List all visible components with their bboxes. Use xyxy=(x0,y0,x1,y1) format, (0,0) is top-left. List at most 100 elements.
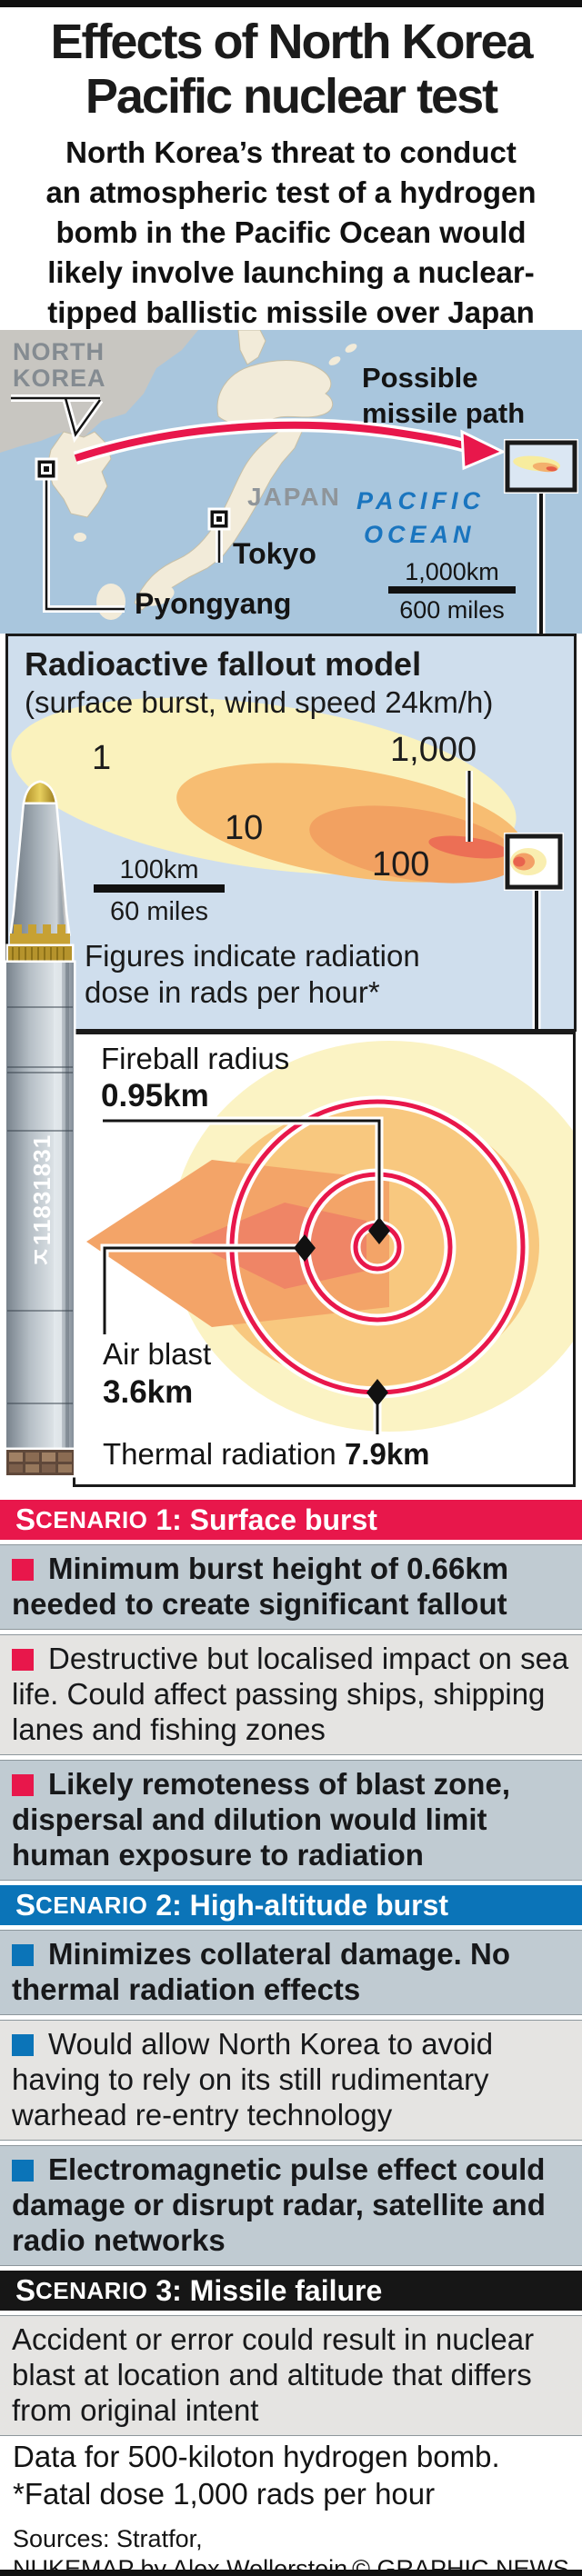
intro-line: tipped ballistic missile over Japan xyxy=(47,295,535,329)
bullet-text: Minimum burst height of 0.66km needed to… xyxy=(12,1552,509,1621)
scenario-1-caps: CENARIO xyxy=(35,1505,148,1533)
scenario-list: S CENARIO 1: Surface burst Minimum burst … xyxy=(0,1500,582,2441)
label-missile-path-1: Possible xyxy=(362,362,478,394)
bullet-text: Likely remoteness of blast zone, dispers… xyxy=(12,1767,510,1872)
bullet-text: Destructive but localised impact on sea … xyxy=(12,1642,569,1746)
kyushu-shape xyxy=(96,584,125,620)
contour-label-1: 1 xyxy=(92,739,112,777)
scenario-2-initial: S xyxy=(15,1888,36,1922)
sources-block: Sources: Stratfor, NUKEMAP by Alex Welle… xyxy=(13,2524,569,2576)
honshu-shape xyxy=(134,424,303,611)
scenario-1-initial: S xyxy=(15,1503,36,1536)
bottom-rule xyxy=(0,2570,582,2576)
pyongyang-marker xyxy=(35,457,58,481)
label-ocean: OCEAN xyxy=(364,521,476,548)
missile-illustration: ㅈ11831831 xyxy=(4,780,76,1478)
label-missile-path-2: missile path xyxy=(362,397,526,429)
air-blast-diamond xyxy=(294,1234,316,1262)
thermal-label-text: Thermal radiation xyxy=(103,1437,345,1471)
fireball-value: 0.95km xyxy=(101,1078,209,1113)
kuril-island-shape xyxy=(345,344,357,353)
map-scale-miles: 600 miles xyxy=(399,596,505,624)
thermal-value: 7.9km xyxy=(344,1437,430,1471)
bullet-square-icon xyxy=(12,1944,34,1966)
fireball-diamond xyxy=(368,1217,390,1244)
sources-line-1: Sources: Stratfor, xyxy=(13,2525,203,2552)
mainland-asia-shape xyxy=(0,330,198,453)
bullet-text: Electromagnetic pulse effect could damag… xyxy=(12,2152,546,2257)
top-rule xyxy=(0,0,582,7)
missile-segment-lines xyxy=(7,1006,73,1404)
contour-label-10: 10 xyxy=(225,809,264,847)
footer: Data for 500-kiloton hydrogen bomb. *Fat… xyxy=(0,2438,582,2576)
fallout-note-1: Figures indicate radiation xyxy=(85,939,420,973)
fallout-plume-artwork xyxy=(11,697,564,1029)
north-korea-callout-line xyxy=(11,394,104,444)
intro-line: North Korea’s threat to conduct xyxy=(65,135,517,169)
kuril-island-shape xyxy=(328,356,341,365)
air-blast-value: 3.6km xyxy=(103,1374,194,1410)
scenario-1-header: S CENARIO 1: Surface burst xyxy=(0,1500,582,1540)
scenario-2-bullet-2: Would allow North Korea to avoid having … xyxy=(0,2020,582,2141)
shikoku-shape xyxy=(138,584,175,606)
missile-tail-band xyxy=(4,1447,76,1478)
label-tokyo: Tokyo xyxy=(233,537,316,570)
bullet-square-icon xyxy=(12,2160,34,2182)
missile-shadow-edge xyxy=(65,963,69,1450)
scenario-2-caps: CENARIO xyxy=(35,1891,148,1919)
scenario-1-bullet-3: Likely remoteness of blast zone, dispers… xyxy=(0,1760,582,1881)
missile-highlight xyxy=(54,963,62,1450)
scenario-2-title: 2: High-altitude burst xyxy=(147,1888,449,1922)
jeju-island-shape xyxy=(74,533,86,542)
intro-line: bomb in the Pacific Ocean would xyxy=(55,215,527,249)
scenario-2-header: S CENARIO 2: High-altitude burst xyxy=(0,1885,582,1925)
fireball-label: Fireball radius xyxy=(101,1042,290,1075)
contour-label-1000: 1,000 xyxy=(390,731,477,769)
scenario-3-caps: CENARIO xyxy=(35,2276,148,2304)
label-north-korea-1: NORTH xyxy=(13,338,105,365)
scenario-1-bullet-1: Minimum burst height of 0.66km needed to… xyxy=(0,1544,582,1630)
bullet-square-icon xyxy=(12,2034,34,2056)
sakhalin-shape xyxy=(237,330,266,365)
label-pyongyang: Pyongyang xyxy=(135,587,292,620)
missile-serial-text: ㅈ11831831 xyxy=(28,1134,55,1268)
scenario-3-title: 3: Missile failure xyxy=(147,2273,383,2307)
contour-label-100: 100 xyxy=(372,845,430,884)
page-title: Effects of North Korea Pacific nuclear t… xyxy=(0,15,582,124)
missile-gold-ring xyxy=(5,944,75,965)
scenario-1-bullet-2: Destructive but localised impact on sea … xyxy=(0,1634,582,1755)
fallout-note-2: dose in rads per hour* xyxy=(85,975,380,1009)
blast-radii-artwork xyxy=(86,1041,573,1434)
missile-nose-cone xyxy=(9,802,71,936)
fallout-scale-km: 100km xyxy=(119,855,199,884)
air-blast-callout-line xyxy=(100,1243,305,1334)
data-note-2: *Fatal dose 1,000 rads per hour xyxy=(13,2477,436,2511)
air-blast-label: Air blast xyxy=(103,1337,212,1371)
fallout-subtitle: (surface burst, wind speed 24km/h) xyxy=(25,685,494,719)
note-text: Accident or error could result in nuclea… xyxy=(12,2322,535,2427)
data-note-1: Data for 500-kiloton hydrogen bomb. xyxy=(13,2440,500,2473)
bullet-square-icon xyxy=(12,1559,34,1581)
fallout-scale-miles: 60 miles xyxy=(110,897,208,926)
scenario-2-bullet-1: Minimizes collateral damage. No thermal … xyxy=(0,1930,582,2015)
bullet-text: Minimizes collateral damage. No thermal … xyxy=(12,1937,510,2006)
label-pacific: PACIFIC xyxy=(356,487,485,514)
locator-map: NORTH KOREA Possible missile path JAPAN … xyxy=(0,330,582,634)
title-line-1: Effects of North Korea xyxy=(50,15,533,69)
scenario-2-bullet-3: Electromagnetic pulse effect could damag… xyxy=(0,2145,582,2266)
intro-line: likely involve launching a nuclear- xyxy=(47,255,535,289)
map-artwork xyxy=(0,330,578,634)
label-japan: JAPAN xyxy=(247,483,341,511)
fallout-scale-bar xyxy=(94,884,225,893)
missile-crown-band xyxy=(10,924,70,946)
tokyo-marker xyxy=(207,507,231,531)
title-line-2: Pacific nuclear test xyxy=(85,69,498,124)
scenario-3-header: S CENARIO 3: Missile failure xyxy=(0,2271,582,2311)
scenario-1-title: 1: Surface burst xyxy=(147,1503,377,1536)
thermal-label: Thermal radiation 7.9km xyxy=(103,1437,430,1472)
missile-path-arrow xyxy=(73,418,507,471)
fireball-callout-line xyxy=(103,1116,384,1229)
label-north-korea-2: KOREA xyxy=(13,364,106,392)
thermal-diamond xyxy=(366,1379,388,1406)
map-scale-km: 1,000km xyxy=(405,558,499,585)
